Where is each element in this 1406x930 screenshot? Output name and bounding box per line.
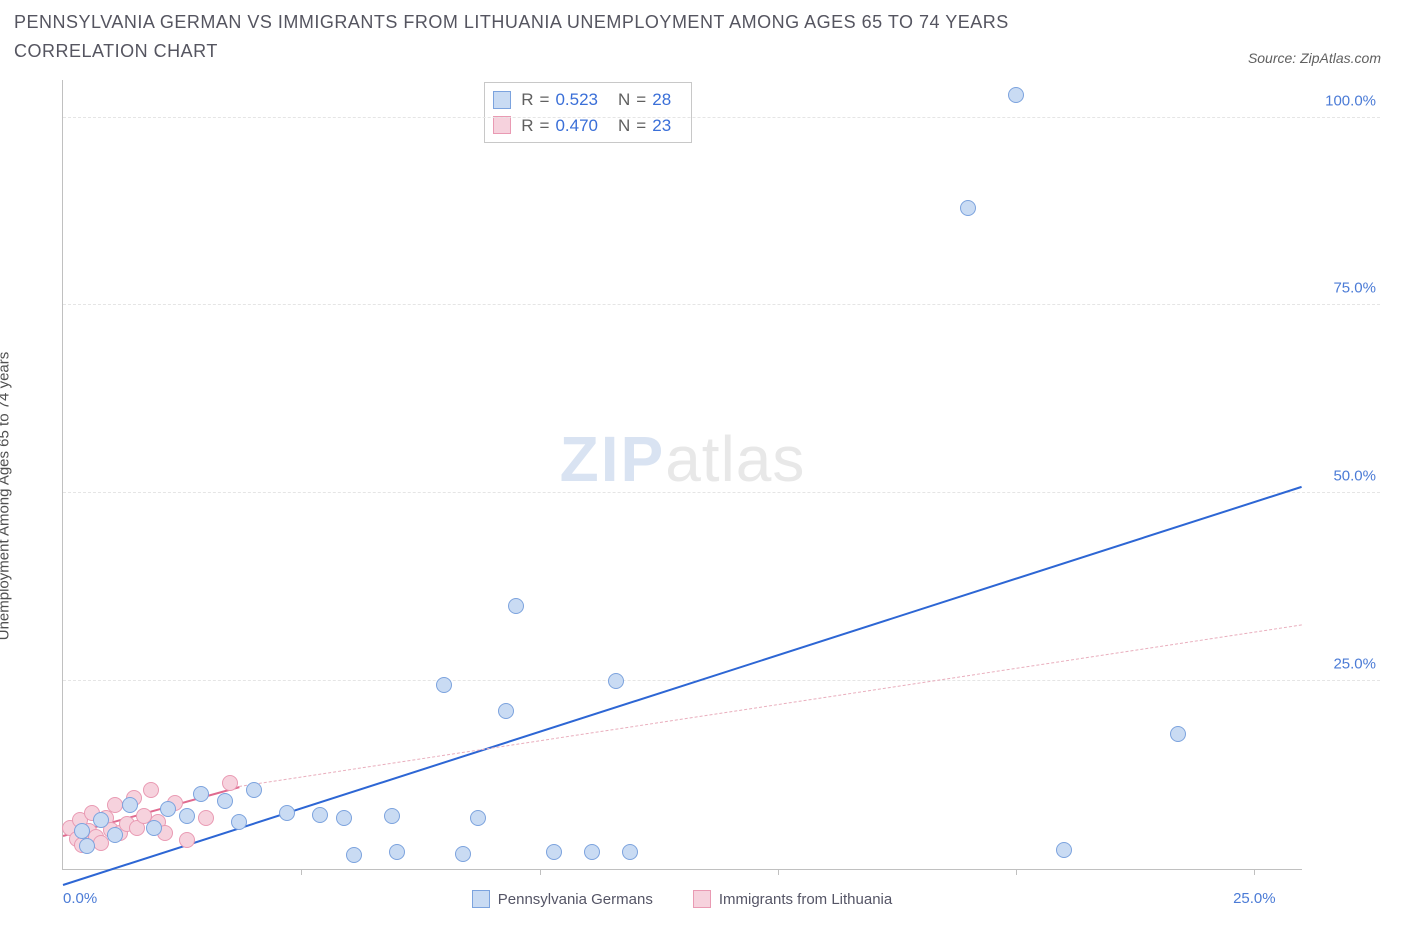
data-point xyxy=(74,823,90,839)
data-point xyxy=(231,814,247,830)
stats-row: R=0.523N=28 xyxy=(493,87,681,113)
data-point xyxy=(384,808,400,824)
trend-line xyxy=(239,625,1302,788)
data-point xyxy=(179,832,195,848)
legend-swatch xyxy=(693,890,711,908)
data-point xyxy=(146,820,162,836)
y-tick-label: 50.0% xyxy=(1333,468,1376,485)
x-tick-mark xyxy=(540,869,541,875)
x-tick-mark xyxy=(1254,869,1255,875)
data-point xyxy=(246,782,262,798)
legend-label: Immigrants from Lithuania xyxy=(719,891,892,908)
plot-area: ZIPatlas R=0.523N=28R=0.470N=23 25.0%50.… xyxy=(62,80,1302,870)
stat-r-label: R xyxy=(521,87,533,113)
watermark-part1: ZIP xyxy=(560,423,666,495)
data-point xyxy=(1008,87,1024,103)
legend-swatch xyxy=(493,116,511,134)
data-point xyxy=(279,805,295,821)
data-point xyxy=(107,827,123,843)
x-tick-mark xyxy=(301,869,302,875)
data-point xyxy=(546,844,562,860)
chart-title: PENNSYLVANIA GERMAN VS IMMIGRANTS FROM L… xyxy=(14,8,1114,66)
data-point xyxy=(622,844,638,860)
data-point xyxy=(160,801,176,817)
gridline-horizontal xyxy=(63,492,1380,493)
data-point xyxy=(608,673,624,689)
y-axis-label: Unemployment Among Ages 65 to 74 years xyxy=(0,352,13,641)
legend-item: Immigrants from Lithuania xyxy=(693,890,892,908)
data-point xyxy=(336,810,352,826)
stats-box: R=0.523N=28R=0.470N=23 xyxy=(484,82,692,143)
data-point xyxy=(143,782,159,798)
data-point xyxy=(193,786,209,802)
data-point xyxy=(179,808,195,824)
legend-swatch xyxy=(472,890,490,908)
y-tick-label: 25.0% xyxy=(1333,656,1376,673)
data-point xyxy=(470,810,486,826)
data-point xyxy=(198,810,214,826)
chart-container: Unemployment Among Ages 65 to 74 years Z… xyxy=(14,80,1382,912)
data-point xyxy=(584,844,600,860)
gridline-horizontal xyxy=(63,117,1380,118)
watermark-part2: atlas xyxy=(665,423,805,495)
legend-item: Pennsylvania Germans xyxy=(472,890,653,908)
data-point xyxy=(1056,842,1072,858)
data-point xyxy=(217,793,233,809)
data-point xyxy=(222,775,238,791)
x-tick-mark xyxy=(1016,869,1017,875)
data-point xyxy=(508,598,524,614)
data-point xyxy=(346,847,362,863)
legend-label: Pennsylvania Germans xyxy=(498,891,653,908)
watermark: ZIPatlas xyxy=(560,422,806,496)
data-point xyxy=(1170,726,1186,742)
data-point xyxy=(79,838,95,854)
data-point xyxy=(312,807,328,823)
data-point xyxy=(389,844,405,860)
data-point xyxy=(93,812,109,828)
gridline-horizontal xyxy=(63,304,1380,305)
data-point xyxy=(960,200,976,216)
y-tick-label: 75.0% xyxy=(1333,280,1376,297)
stat-r-value: 0.523 xyxy=(555,87,598,113)
equals: = xyxy=(636,87,646,113)
data-point xyxy=(436,677,452,693)
data-point xyxy=(455,846,471,862)
bottom-legend: Pennsylvania Germans Immigrants from Lith… xyxy=(62,886,1302,912)
stat-n-value: 28 xyxy=(652,87,671,113)
gridline-horizontal xyxy=(63,680,1380,681)
source-credit: Source: ZipAtlas.com xyxy=(1248,50,1381,66)
x-tick-mark xyxy=(778,869,779,875)
trend-line xyxy=(63,486,1303,886)
equals: = xyxy=(540,87,550,113)
data-point xyxy=(498,703,514,719)
legend-swatch xyxy=(493,91,511,109)
data-point xyxy=(122,797,138,813)
y-tick-label: 100.0% xyxy=(1325,92,1376,109)
stat-n-label: N xyxy=(618,87,630,113)
